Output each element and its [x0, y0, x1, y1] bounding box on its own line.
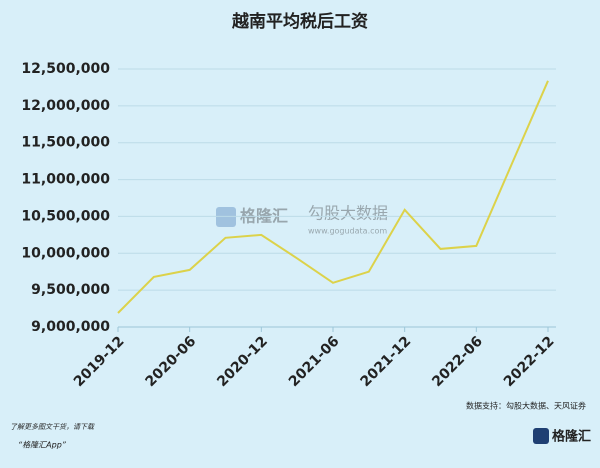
- footer-text: “格隆汇App”: [18, 441, 67, 450]
- watermark-url: www.gogudata.com: [308, 227, 387, 236]
- y-tick-label: 10,500,000: [21, 208, 110, 224]
- line: [117, 80, 549, 314]
- source: 数据支持：勾股大数据、天风证券: [466, 401, 586, 411]
- watermark: 格隆汇 勾股大数据 www.gogudata.com: [216, 204, 388, 236]
- y-tick-label: 11,000,000: [21, 172, 110, 188]
- y-tick-label: 10,000,000: [21, 245, 110, 261]
- watermark-logo: [216, 207, 236, 227]
- footer-text: 了解更多图文干货，请下载: [10, 423, 95, 431]
- y-tick-label: 12,500,000: [21, 61, 110, 77]
- watermark-text: 勾股大数据: [308, 204, 388, 223]
- chart-title: 越南平均税后工资: [231, 11, 368, 32]
- y-tick-label: 9,500,000: [31, 282, 110, 298]
- logo-text: 格隆汇: [552, 429, 591, 445]
- logo-icon: [533, 428, 549, 444]
- y-tick-label: 11,500,000: [21, 135, 110, 151]
- y-tick-label: 9,000,000: [31, 319, 110, 335]
- y-tick-label: 12,000,000: [21, 98, 110, 114]
